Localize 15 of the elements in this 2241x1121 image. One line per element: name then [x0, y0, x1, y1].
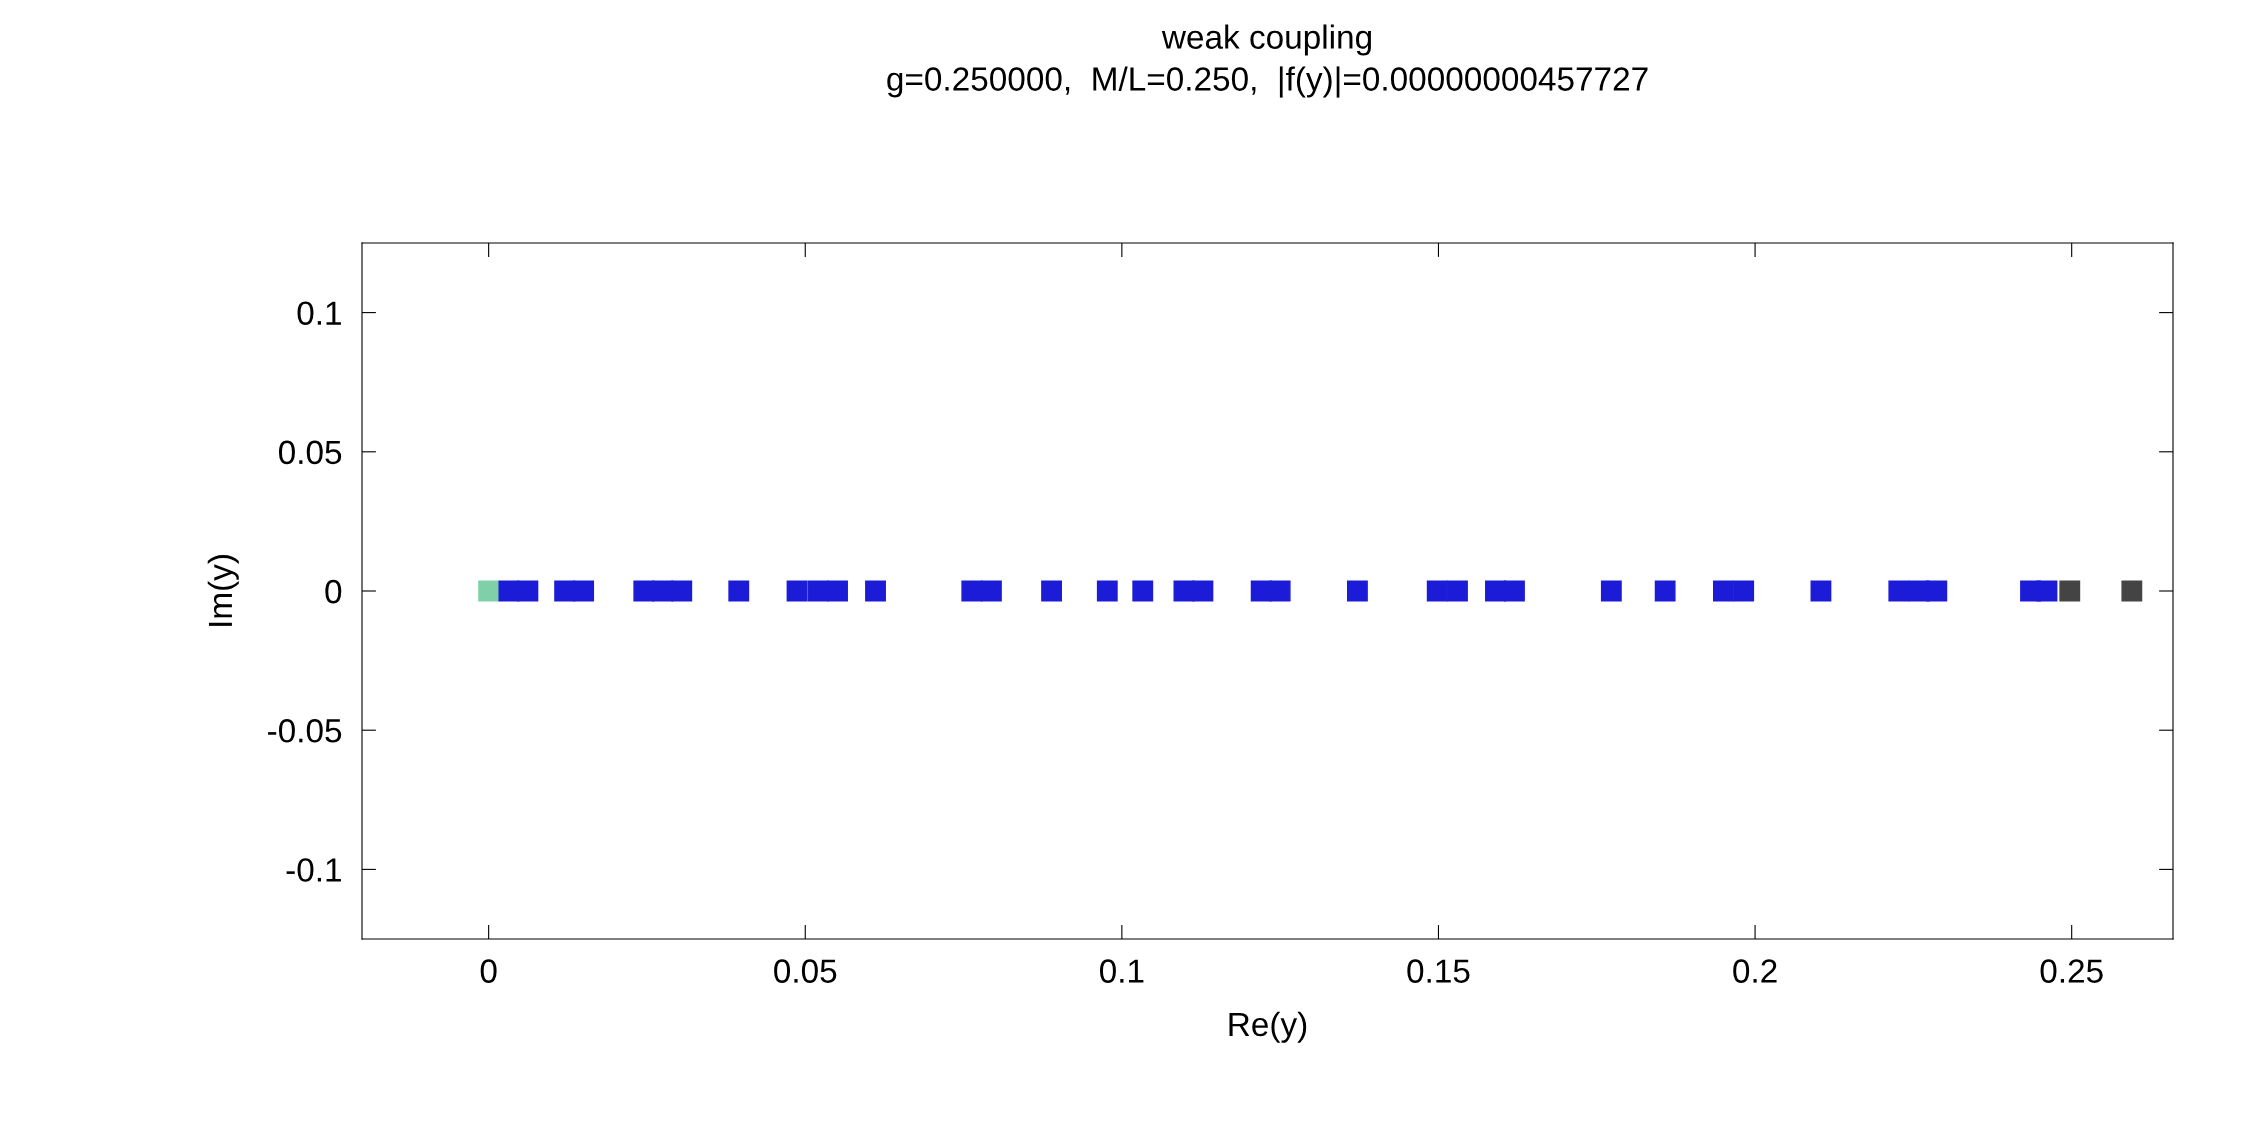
x-tick-label: 0.2	[1733, 959, 1777, 983]
y-axis-title: Im(y)	[207, 555, 239, 626]
x-tick-label: 0.25	[2040, 959, 2103, 983]
y-tick-label: 0.05	[278, 440, 342, 465]
y-tick-label: -0.05	[268, 719, 342, 743]
x-tick-label: 0.1	[1100, 959, 1144, 983]
y-tick-label: 0	[325, 579, 342, 604]
y-tick-label: -0.1	[286, 858, 341, 882]
x-tick-label: 0	[480, 959, 497, 983]
x-tick-label: 0.15	[1407, 959, 1470, 983]
x-axis-title: Re(y)	[1229, 1011, 1307, 1043]
x-tick-label: 0.05	[774, 959, 837, 983]
chart-title: weak coupling	[1161, 24, 1371, 56]
chart-subtitle: g=0.250000, M/L=0.250, |f(y)|=0.00000000457727	[887, 66, 1648, 98]
y-tick-label: 0.1	[297, 301, 341, 326]
